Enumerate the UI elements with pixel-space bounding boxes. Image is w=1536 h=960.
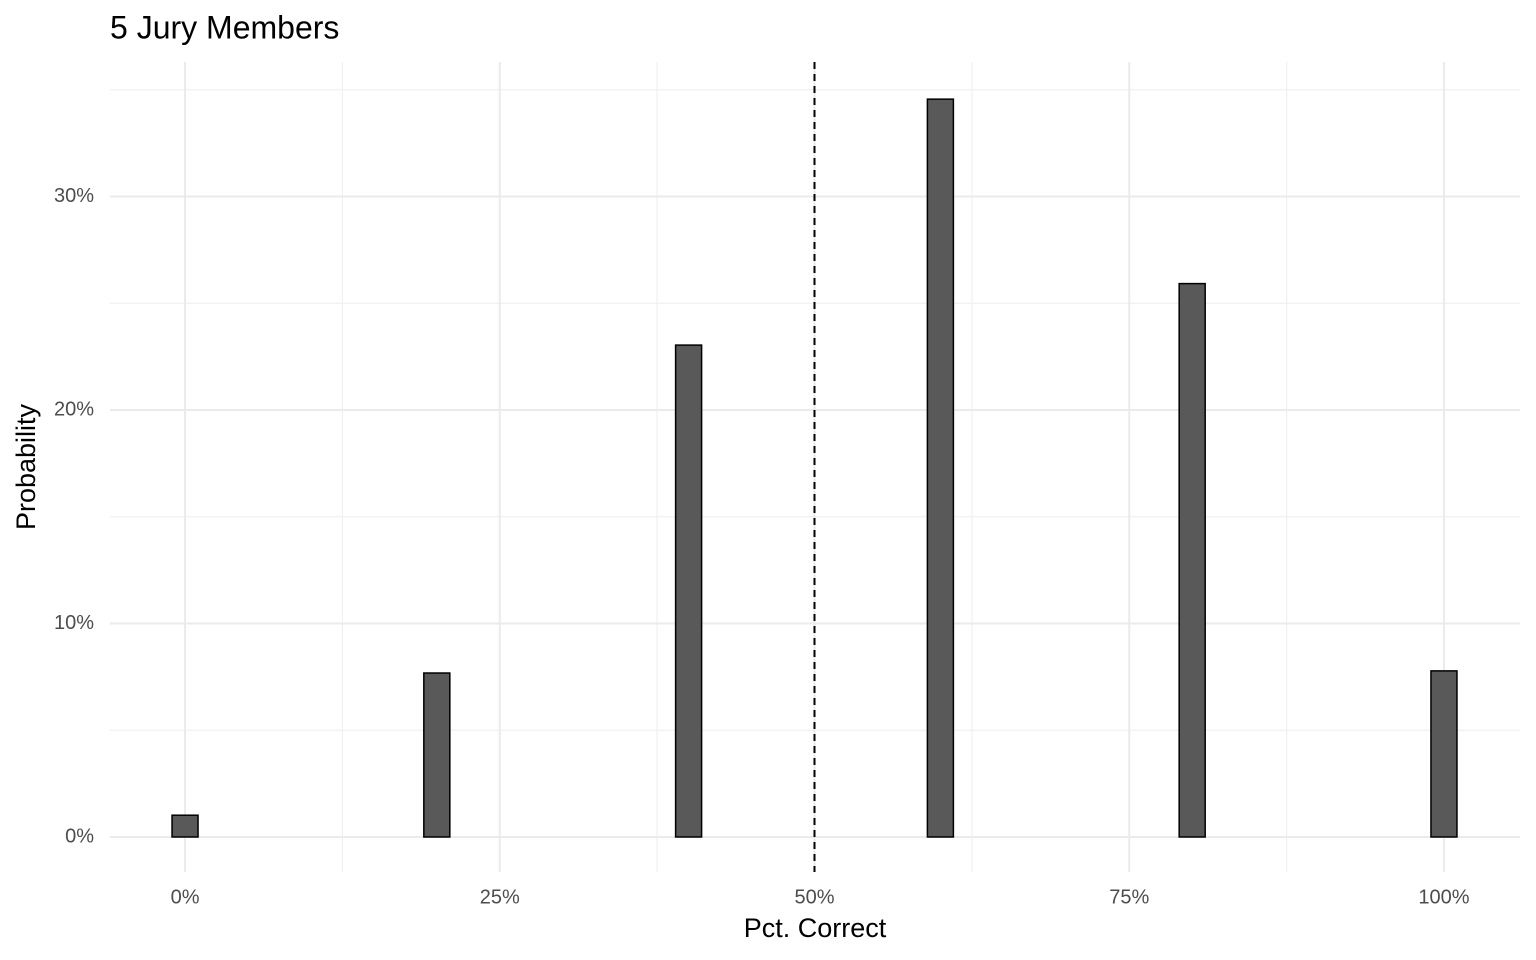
bar — [674, 344, 703, 838]
chart-title: 5 Jury Members — [110, 9, 339, 45]
y-tick-label: 10% — [54, 612, 94, 634]
bar — [1430, 670, 1458, 838]
y-tick-label: 20% — [54, 398, 94, 420]
x-tick-label: 0% — [171, 886, 200, 908]
y-tick-label: 30% — [54, 185, 94, 207]
y-tick-label: 0% — [65, 825, 94, 847]
bar — [926, 98, 955, 838]
y-axis-title: Probability — [11, 403, 41, 530]
x-tick-label: 100% — [1418, 886, 1469, 908]
x-tick-label: 75% — [1109, 886, 1149, 908]
bar — [423, 672, 451, 838]
bar — [1178, 282, 1206, 838]
bar — [171, 814, 199, 838]
x-tick-label: 25% — [480, 886, 520, 908]
x-axis-title: Pct. Correct — [744, 913, 887, 943]
grid — [110, 62, 1520, 872]
x-tick-label: 50% — [794, 886, 834, 908]
